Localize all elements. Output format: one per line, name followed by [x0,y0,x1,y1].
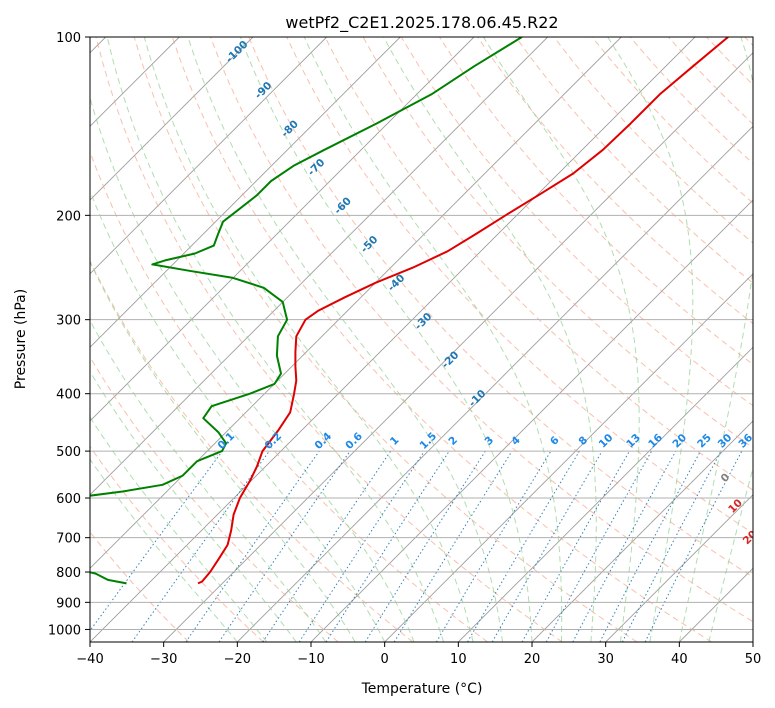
moist-adiabat-line [303,37,563,642]
mixing-ratio-line [572,450,677,642]
dry-adiabat-line [90,259,414,642]
y-tick-label: 300 [56,314,81,329]
horizontal-gridlines [90,37,753,630]
x-tick-label: 50 [745,652,762,667]
mixing-ratio-line [218,450,351,642]
mixing-ratio-line [545,450,653,642]
x-tick-label: −30 [150,652,177,667]
y-tick-label: 100 [56,31,81,46]
isotherm-line [90,37,328,275]
isotherm-line [90,37,254,201]
moist-adiabat-line [90,189,386,642]
isotherm-line [90,37,475,422]
mixing-ratio-line [262,450,392,642]
dewpoint-profile-line [90,37,523,585]
dry-adiabat-line [248,37,753,578]
isotherm-line [90,37,549,496]
isotherm-line [605,494,753,642]
dry-adiabat-line [90,356,339,642]
mixing-ratio-line [393,450,513,642]
y-tick-label: 900 [56,596,81,611]
mixing-ratio-line [90,450,223,632]
y-axis-ticks: 100 200 300 400 500 600 700 800 900 1000 [48,31,90,638]
mixing-ratio-line [131,450,270,642]
x-tick-label: 40 [671,652,688,667]
x-tick-label: 0 [381,652,389,667]
y-tick-label: 600 [56,492,81,507]
moist-adiabat-line [90,96,415,642]
series-layer [90,37,729,585]
moist-adiabat-line [90,260,356,642]
isotherm-line [90,37,401,348]
x-tick-label: 10 [450,652,467,667]
moist-adiabat-line [143,37,474,642]
dry-adiabat-line [286,37,753,534]
moist-adiabat-line [708,466,753,642]
dry-adiabat-line [210,37,753,623]
y-tick-label: 800 [56,566,81,581]
y-tick-label: 200 [56,209,81,224]
x-tick-label: −10 [297,652,324,667]
isotherm-line [236,125,753,642]
moist-adiabat-line [678,37,753,642]
x-tick-label: −40 [76,652,103,667]
dry-adiabat-line [171,37,712,642]
moist-adiabat-line [607,37,694,642]
chart-title: wetPf2_C2E1.2025.178.06.45.R22 [285,13,558,33]
x-tick-label: 30 [597,652,614,667]
x-tick-label: 20 [524,652,541,667]
y-axis-label: Pressure (hPa) [13,289,29,389]
moist-adiabat-line [383,37,597,642]
moist-adiabat-line [90,370,297,642]
moist-adiabat-line [106,37,445,642]
moist-adiabat-line [239,37,533,642]
y-tick-label: 1000 [48,623,81,638]
dry-adiabat-line [133,37,638,642]
x-axis-label: Temperature (°C) [361,681,483,697]
isotherm-line [384,273,753,642]
x-tick-label: −20 [224,652,251,667]
isotherm-line [90,37,622,569]
isotherm-line [163,52,753,642]
dry-adiabat-line [515,37,753,284]
plot-frame [89,36,754,643]
mixing-ratio-line [521,450,630,642]
y-tick-label: 500 [56,445,81,460]
mixing-ratio-line [644,450,743,642]
background-lines [90,37,753,642]
moist-adiabat-line [187,37,503,642]
mixing-ratio-line [325,450,450,642]
moist-adiabat-line [482,37,640,642]
mixing-ratio-line [185,450,320,642]
y-tick-label: 400 [56,388,81,403]
dry-adiabat-line [95,37,563,642]
isotherm-line [531,420,753,642]
mixing-ratio-line [298,450,425,642]
x-axis-ticks: −40 −30 −20 −10 0 10 20 30 40 50 [76,642,761,667]
moist-adiabat-line [90,319,327,642]
moist-adiabat-line [90,458,238,642]
isotherm-line [90,37,696,642]
dry-adiabat-line [90,445,264,642]
y-tick-label: 700 [56,532,81,547]
moist-adiabat-line [90,416,268,642]
temperature-profile-line [197,37,729,585]
